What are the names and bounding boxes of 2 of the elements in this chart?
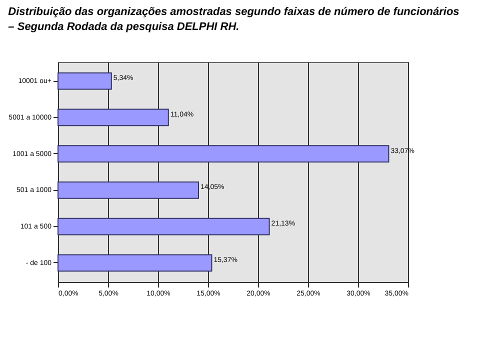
chart-title: Distribuição das organizações amostradas segundo faixas de número de funcionários: [8, 6, 460, 18]
chart-subtitle: – Segunda Rodada da pesquisa DELPHI RH.: [8, 21, 240, 33]
